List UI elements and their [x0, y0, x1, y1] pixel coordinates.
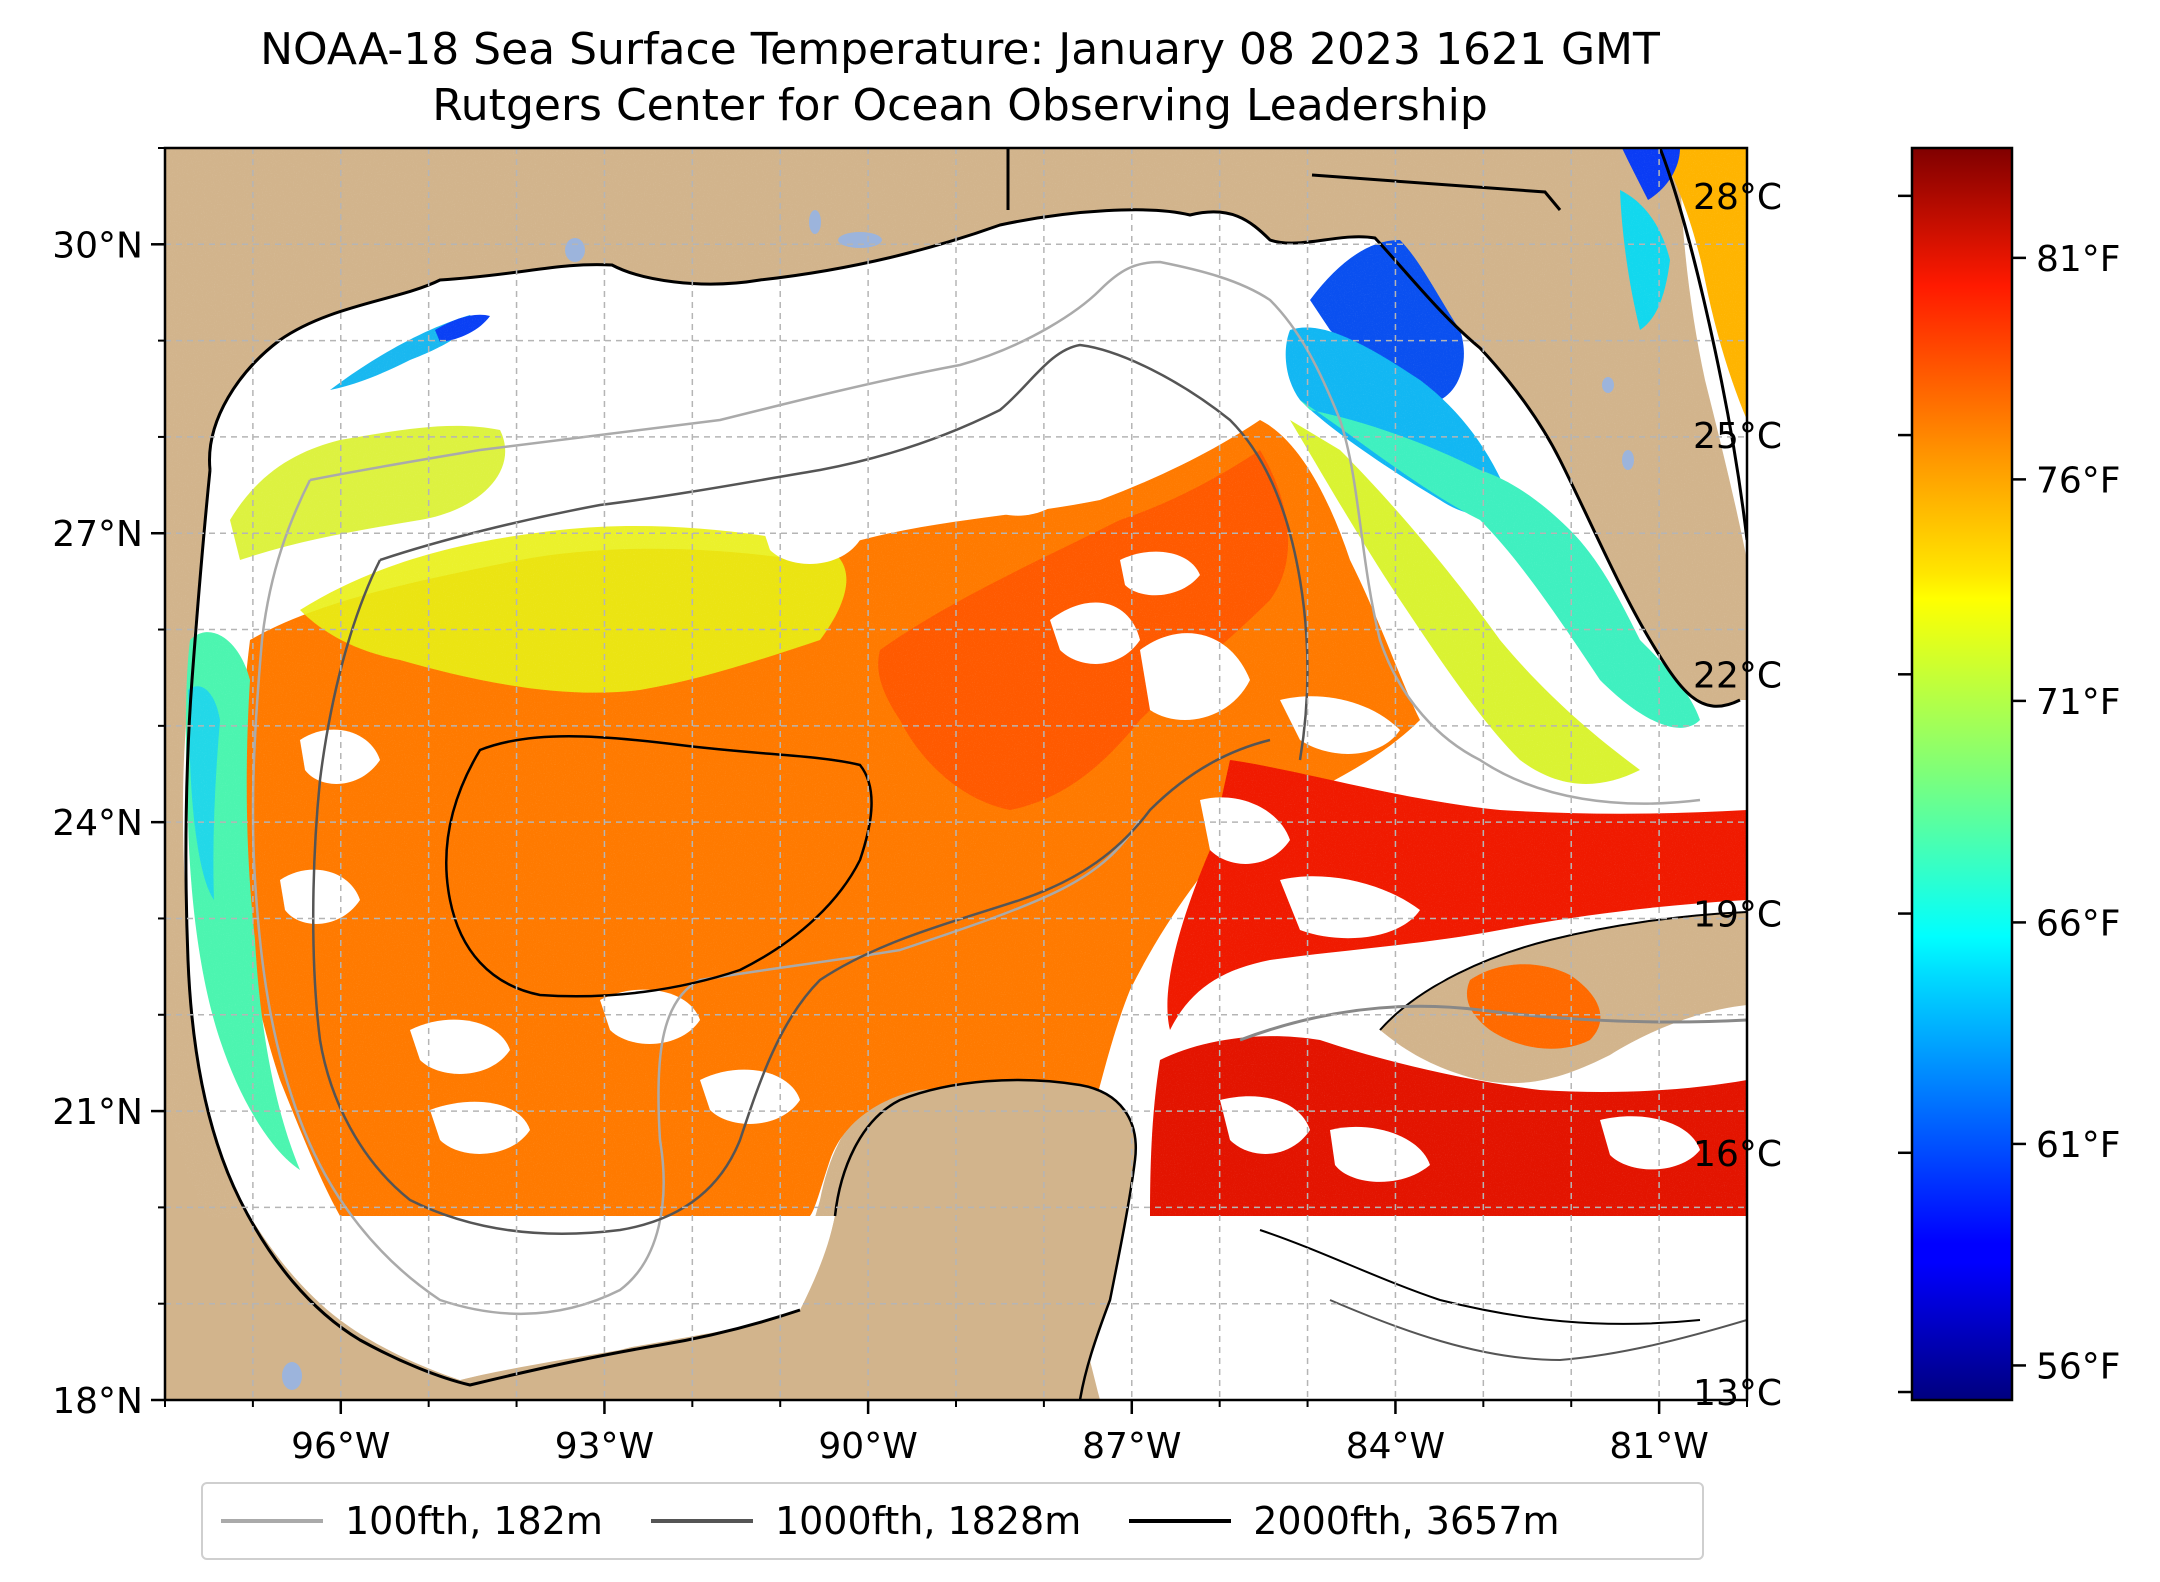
colorbar-celsius-label: 19°C	[1693, 895, 1782, 936]
contour-2000fth	[445, 735, 873, 998]
figure-subtitle: Rutgers Center for Ocean Observing Leade…	[432, 80, 1488, 131]
x-tick-label: 96°W	[291, 1426, 390, 1467]
contour-1000fth	[311, 343, 1309, 1235]
cuba-contours	[1239, 1004, 1747, 1362]
legend-item-100fth: 100fth, 182m	[221, 1499, 603, 1543]
legend-label-100fth: 100fth, 182m	[345, 1499, 603, 1543]
colorbar-fahrenheit-label: 76°F	[2036, 460, 2121, 501]
no-data-band-east	[1150, 1216, 1747, 1400]
colorbar-fahrenheit-label: 71°F	[2036, 682, 2121, 723]
legend-swatch-1000fth	[650, 1519, 753, 1523]
coastline	[184, 148, 1747, 1387]
y-tick-label: 30°N	[52, 225, 143, 266]
colorbar-celsius-label: 16°C	[1693, 1134, 1782, 1175]
figure-title: NOAA-18 Sea Surface Temperature: January…	[260, 24, 1660, 75]
y-tick-label: 27°N	[52, 514, 143, 555]
x-tick-label: 81°W	[1609, 1426, 1708, 1467]
y-tick-label: 21°N	[52, 1092, 143, 1133]
colorbar-celsius-label: 25°C	[1693, 416, 1782, 457]
contour-100fth	[251, 260, 1701, 1316]
mexico-south-land	[165, 1100, 800, 1400]
legend-swatch-100fth	[221, 1519, 323, 1523]
legend-item-2000fth: 2000fth, 3657m	[1129, 1499, 1560, 1543]
axis-ticks: 96°W 93°W 90°W 87°W 84°W 81°W 18°N 21°N 24°N 27°N…	[52, 147, 1748, 1467]
lakes	[282, 210, 1634, 1390]
colorbar-celsius-label: 28°C	[1693, 177, 1782, 218]
colorbar-fahrenheit-label: 81°F	[2036, 239, 2121, 280]
colorbar-fahrenheit-label: 66°F	[2036, 903, 2121, 944]
legend-label-1000fth: 1000fth, 1828m	[774, 1499, 1082, 1543]
colorbar-celsius-label: 22°C	[1693, 655, 1782, 696]
x-tick-label: 90°W	[818, 1426, 917, 1467]
sst-texture	[165, 148, 1747, 1218]
map-content	[165, 148, 1747, 1400]
yucatan-coastline	[833, 1078, 1137, 1400]
colorbar-frame	[1910, 146, 2014, 1402]
x-tick-label: 84°W	[1346, 1426, 1445, 1467]
x-tick-label: 87°W	[1082, 1426, 1181, 1467]
colorbar-fahrenheit-label: 61°F	[2036, 1125, 2121, 1166]
no-data-band	[300, 1216, 835, 1380]
colorbar-celsius-label: 13°C	[1693, 1373, 1782, 1414]
yucatan-land	[750, 1080, 1136, 1400]
legend-item-1000fth: 1000fth, 1828m	[650, 1499, 1082, 1543]
y-tick-label: 18°N	[52, 1381, 143, 1422]
x-tick-label: 93°W	[555, 1426, 654, 1467]
bathymetry-contours	[251, 260, 1701, 1316]
y-tick-label: 24°N	[52, 803, 143, 844]
legend-swatch-2000fth	[1129, 1519, 1232, 1523]
colorbar-fahrenheit-label: 56°F	[2036, 1346, 2121, 1387]
colorbar-ticks: 13°C 16°C 19°C 22°C 25°C 28°C 56°F 61°F 66°F 71°F…	[1693, 177, 2120, 1414]
colorbar-gradient	[1912, 148, 2012, 1400]
bathymetry-legend: 100fth, 182m 1000fth, 1828m 2000fth, 365…	[201, 1482, 1704, 1560]
legend-label-2000fth: 2000fth, 3657m	[1253, 1499, 1560, 1543]
